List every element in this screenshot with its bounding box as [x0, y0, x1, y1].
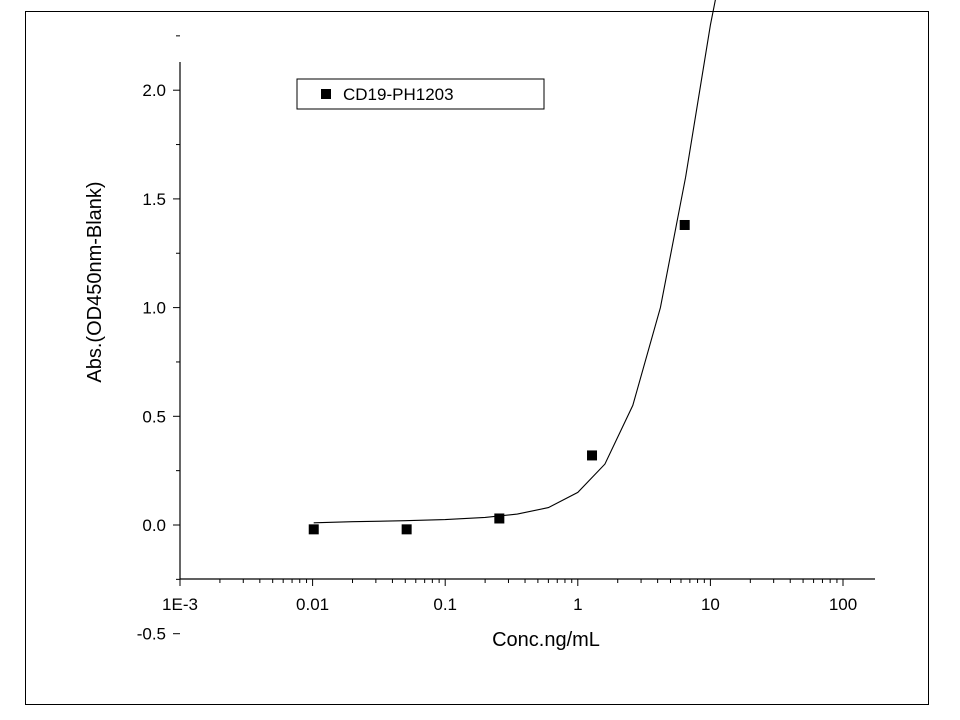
- data-point: [679, 219, 690, 230]
- x-tick-label: 0.1: [433, 595, 457, 614]
- x-tick-label: 10: [701, 595, 720, 614]
- x-tick-label: 1E-3: [162, 595, 198, 614]
- axes: [179, 62, 875, 580]
- x-tick-label: 100: [829, 595, 857, 614]
- figure-frame: [25, 11, 929, 705]
- data-points-layer: [308, 219, 690, 535]
- y-tick-label: 1.0: [142, 299, 166, 318]
- y-tick-label: 0.0: [142, 516, 166, 535]
- fit-curve: [313, 0, 716, 524]
- y-axis-ticks: -0.50.00.51.01.52.02.53.03.54.0: [137, 35, 180, 644]
- fit-curve-layer: [313, 0, 716, 524]
- y-axis-title: Abs.(OD450nm-Blank): [84, 181, 106, 382]
- data-point: [494, 513, 505, 524]
- x-axis-title: Conc.ng/mL: [492, 629, 600, 651]
- y-tick-label: 0.5: [142, 407, 166, 426]
- data-point: [587, 450, 598, 461]
- data-point: [308, 524, 319, 535]
- x-tick-label: 0.01: [296, 595, 329, 614]
- legend: CD19-PH1203: [296, 78, 545, 110]
- legend-label: CD19-PH1203: [343, 85, 454, 104]
- y-tick-label: -0.5: [137, 625, 166, 644]
- x-axis-ticks: 1E-3 0.01 0.1 1 10 100: [162, 579, 857, 614]
- data-point: [401, 524, 412, 535]
- legend-box: [296, 78, 545, 110]
- y-tick-label: 2.0: [142, 81, 166, 100]
- y-tick-label: 1.5: [142, 190, 166, 209]
- x-tick-label: 1: [573, 595, 582, 614]
- legend-marker: [321, 89, 331, 99]
